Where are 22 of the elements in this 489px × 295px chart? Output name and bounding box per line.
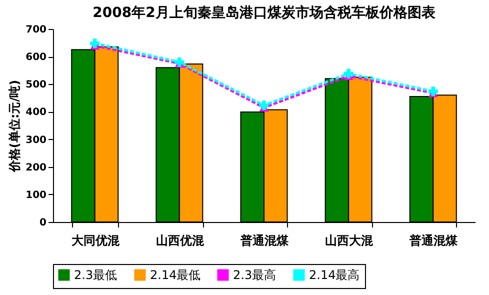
y-tick-label: 500 [26,80,47,91]
y-tick-label: 300 [26,134,47,146]
x-tick-label: 普通混煤 [240,234,290,248]
legend-label: 2.14最高 [309,268,360,282]
y-tick-label: 200 [26,162,47,174]
y-tick-label: 100 [26,190,47,201]
x-tick-label: 普通混煤 [408,234,459,248]
y-tick-label: 700 [26,24,47,36]
x-tick-label: 大同优混 [71,234,120,248]
legend-label: 2.3最高 [233,268,276,282]
legend-label: 2.3最低 [74,268,118,282]
y-axis-title: 价格(单位:元/吨) [8,80,22,174]
x-tick-label: 山西优混 [156,234,205,248]
point [344,68,354,78]
chart-title: 2008年2月上旬秦皇岛港口煤炭市场含税车板价格图表 [92,4,436,21]
y-tick-label: 0 [40,218,47,228]
x-tick-label: 山西大混 [325,234,374,248]
y-tick-label: 400 [26,107,47,118]
point [90,38,100,48]
legend-label: 2.14最低 [150,268,201,282]
point [259,100,269,110]
y-tick-label: 600 [26,52,47,64]
